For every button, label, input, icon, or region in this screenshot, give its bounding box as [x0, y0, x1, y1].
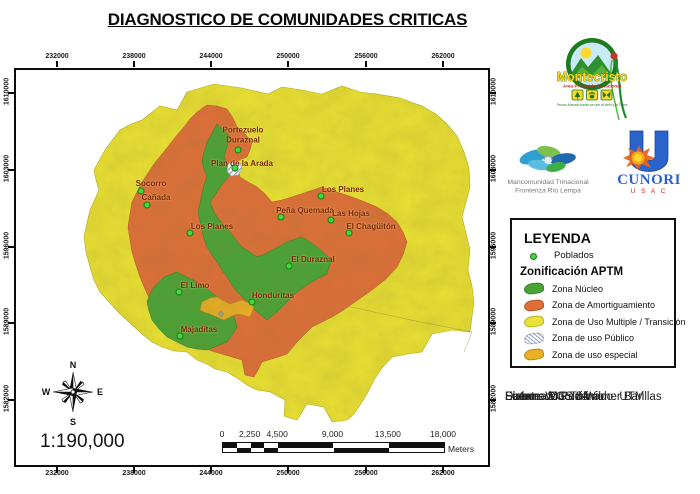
- scalebar-segment: [264, 448, 278, 453]
- axis-tick-bottom: [210, 467, 212, 473]
- legend-item-label: Zona de Amortiguamiento: [552, 300, 655, 310]
- axis-tick-left: [8, 399, 14, 401]
- scalebar-label: 2,250: [239, 429, 260, 439]
- scalebar-label: 9,000: [322, 429, 343, 439]
- axis-label-top: 262000: [419, 53, 467, 60]
- axis-tick-right: [490, 322, 496, 324]
- scalebar-segment: [334, 448, 389, 453]
- axis-tick-left: [8, 322, 14, 324]
- axis-tick-right: [490, 169, 496, 171]
- legend-section-title: Zonificación APTM: [520, 266, 623, 278]
- scalebar-label: 13,500: [375, 429, 401, 439]
- montecristo-subtitle: Area Protegida Trinacional: [563, 84, 621, 89]
- mancomunidad-logo: Mancomunidad Trinacional Fronteriza Río …: [503, 143, 593, 200]
- axis-tick-top: [442, 61, 444, 67]
- scale-ratio-text: 1:190,000: [40, 431, 125, 453]
- quetzal-bird-icon: [610, 52, 617, 59]
- axis-tick-left: [8, 92, 14, 94]
- scalebar-segment: [223, 448, 237, 453]
- legend-item: Zona de uso Público: [522, 332, 672, 346]
- montecristo-title: Montecristo: [557, 70, 628, 84]
- axis-label-top: 256000: [342, 53, 390, 60]
- axis-tick-top: [287, 61, 289, 67]
- legend-box: LEYENDA Poblados Zonificación APTM Zona …: [510, 218, 676, 368]
- legend-item-label: Zona Núcleo: [552, 284, 603, 294]
- map-title: DIAGNOSTICO DE COMUNIDADES CRITICAS: [0, 10, 575, 30]
- axis-tick-bottom: [133, 467, 135, 473]
- legend-item-label: Zona de Uso Multiple / Transición: [552, 317, 686, 327]
- compass-w: W: [42, 387, 51, 397]
- compass-rose: N S W E: [38, 352, 108, 428]
- axis-label-top: 232000: [33, 53, 81, 60]
- axis-tick-top: [210, 61, 212, 67]
- scalebar-label: 0: [220, 429, 225, 439]
- cunori-logo-svg: CUNORI U S A C: [603, 128, 695, 198]
- axis-label-top: 250000: [264, 53, 312, 60]
- axis-label-top: 238000: [110, 53, 158, 60]
- mancomunidad-emblem-icon: [518, 144, 577, 174]
- info-line: Elaborado Por: Wilmer Barillas: [505, 388, 662, 407]
- montecristo-motto: Tesoro Natural donde se une el cielo y l…: [557, 103, 628, 107]
- compass-hub: [71, 390, 75, 394]
- axis-tick-right: [490, 246, 496, 248]
- cunori-name: CUNORI: [617, 172, 681, 188]
- scalebar-segment: [251, 448, 265, 453]
- montecristo-logo-svg: Montecristo Area Protegida Trinacional T…: [548, 38, 652, 130]
- mancomunidad-logo-svg: Mancomunidad Trinacional Fronteriza Río …: [503, 143, 593, 200]
- mancomunidad-line1: Mancomunidad Trinacional: [507, 179, 589, 186]
- cunori-usac: U S A C: [631, 188, 668, 195]
- axis-tick-right: [490, 399, 496, 401]
- axis-tick-top: [365, 61, 367, 67]
- scalebar: Meters 0 2,250 4,500 9,000 13,500 18,000: [222, 429, 482, 457]
- axis-tick-bottom: [442, 467, 444, 473]
- legend-title: LEYENDA: [524, 230, 591, 246]
- scalebar-label: 18,000: [430, 429, 456, 439]
- legend-swatch-hatch: [523, 331, 544, 344]
- axis-tick-top: [133, 61, 135, 67]
- compass-svg: N S W E: [38, 352, 108, 428]
- scalebar-unit: Meters: [448, 444, 474, 454]
- scalebar-label: 4,500: [267, 429, 288, 439]
- legend-swatch-solid: [523, 315, 544, 328]
- axis-tick-bottom: [56, 467, 58, 473]
- scalebar-row-bottom: [223, 448, 444, 453]
- axis-tick-left: [8, 246, 14, 248]
- legend-swatch-solid: [523, 348, 544, 361]
- axis-tick-bottom: [287, 467, 289, 473]
- scalebar-segment: [389, 448, 444, 453]
- poblado-dot-icon: [530, 253, 537, 260]
- scalebar-segment: [237, 448, 251, 453]
- legend-poblados-label: Poblados: [554, 250, 594, 261]
- axis-label-top: 244000: [187, 53, 235, 60]
- montecristo-icons-row: [572, 90, 612, 100]
- legend-item-label: Zona de uso Público: [552, 333, 634, 343]
- scalebar-bar: [222, 442, 445, 453]
- legend-item: Zona de Uso Multiple / Transición: [522, 315, 672, 329]
- legend-swatch-solid: [523, 282, 544, 295]
- compass-s: S: [70, 417, 76, 427]
- axis-tick-top: [56, 61, 58, 67]
- legend-swatch-solid: [523, 298, 544, 311]
- legend-item: Zona de uso especial: [522, 348, 672, 362]
- compass-e: E: [97, 387, 103, 397]
- montecristo-logo: Montecristo Area Protegida Trinacional T…: [548, 38, 652, 130]
- legend-item-label: Zona de uso especial: [552, 350, 638, 360]
- legend-item: Zona de Amortiguamiento: [522, 299, 672, 313]
- axis-tick-right: [490, 92, 496, 94]
- logo-sun-icon: [581, 48, 592, 59]
- scalebar-segment: [278, 448, 333, 453]
- axis-tick-left: [8, 169, 14, 171]
- axis-tick-bottom: [365, 467, 367, 473]
- compass-n: N: [70, 360, 77, 370]
- legend-item: Zona Núcleo: [522, 282, 672, 296]
- mancomunidad-line2: Fronteriza Río Lempa: [515, 188, 581, 195]
- cunori-logo: CUNORI U S A C: [603, 128, 695, 198]
